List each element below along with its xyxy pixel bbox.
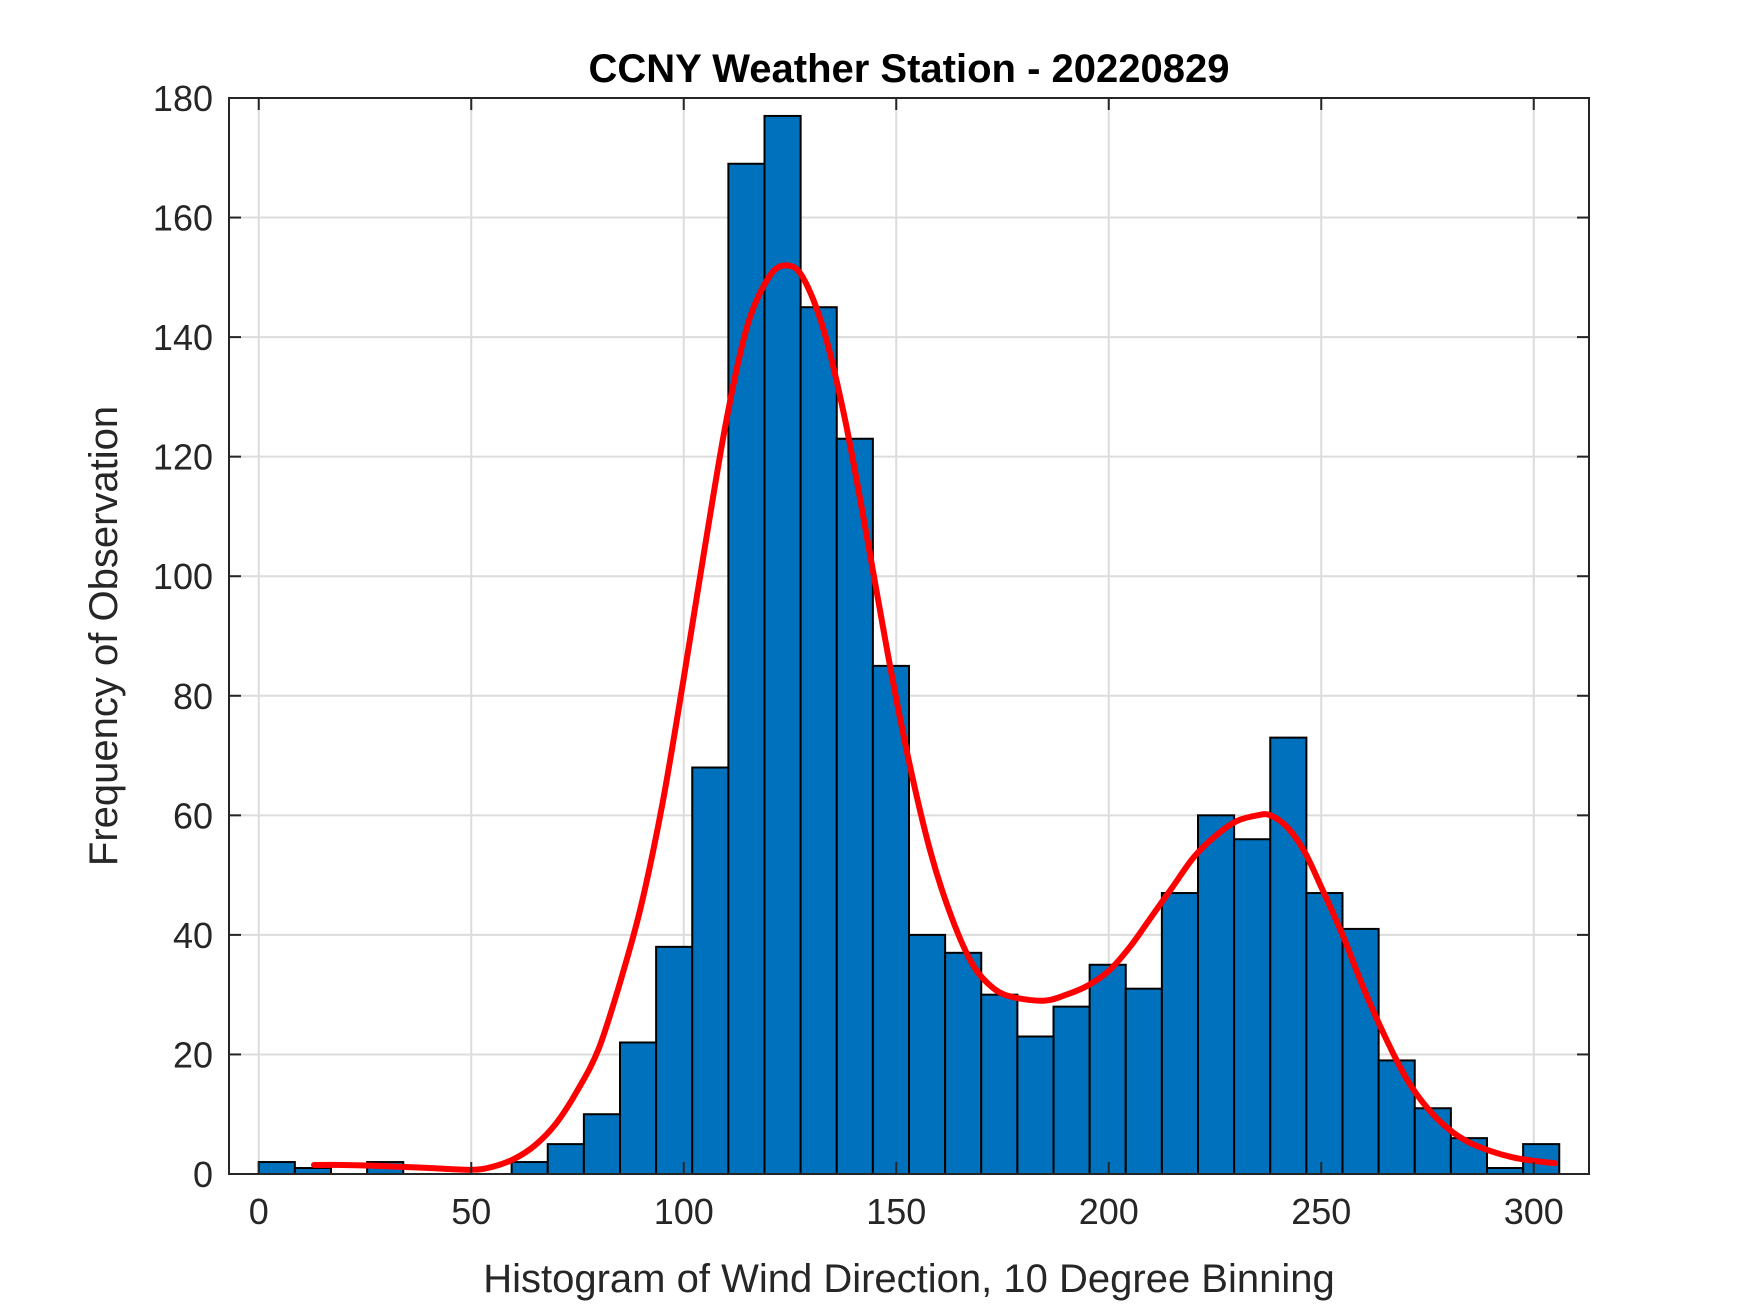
histogram-bar xyxy=(871,664,910,1176)
y-axis-label: Frequency of Observation xyxy=(82,406,126,866)
x-axis-label: Histogram of Wind Direction, 10 Degree B… xyxy=(483,1257,1335,1301)
chart-title: CCNY Weather Station - 20220829 xyxy=(589,47,1230,91)
histogram-bar xyxy=(582,1113,621,1175)
histogram-bar xyxy=(546,1143,585,1175)
axis-ticks xyxy=(229,97,1589,1175)
y-tick-label: 20 xyxy=(173,1034,213,1075)
histogram-bar xyxy=(1052,1005,1091,1175)
y-tick-label: 160 xyxy=(153,198,213,239)
histogram-bar xyxy=(1413,1107,1452,1175)
histogram-bar xyxy=(619,1041,658,1175)
histogram-bar xyxy=(1088,963,1127,1175)
histogram-bars xyxy=(257,114,1561,1176)
histogram-bar xyxy=(1269,736,1308,1175)
y-tick-label: 0 xyxy=(193,1154,213,1195)
density-fit-curve xyxy=(311,262,1558,1173)
y-tick-label: 80 xyxy=(173,676,213,717)
histogram-bar xyxy=(980,993,1019,1176)
histogram-bar xyxy=(908,933,947,1176)
y-tick-label: 40 xyxy=(173,915,213,956)
histogram-bar xyxy=(1341,927,1380,1176)
y-tick-label: 60 xyxy=(173,795,213,836)
histogram-bar xyxy=(1305,892,1344,1175)
histogram-bar xyxy=(1016,1035,1055,1175)
x-tick-labels: 0 50 100 150 200 250 300 xyxy=(249,1191,1564,1232)
histogram-bar xyxy=(1377,1059,1416,1176)
histogram-bar xyxy=(799,306,838,1175)
histogram-bar xyxy=(1197,814,1236,1175)
plot-frame xyxy=(228,97,1590,1175)
histogram-bar xyxy=(691,766,730,1175)
histogram-bar xyxy=(257,1161,296,1175)
x-tick-label: 150 xyxy=(866,1191,926,1232)
x-tick-label: 50 xyxy=(451,1191,491,1232)
x-tick-label: 0 xyxy=(249,1191,269,1232)
x-tick-label: 250 xyxy=(1291,1191,1351,1232)
y-tick-labels: 0 20 40 60 80 100 120 140 160 180 xyxy=(153,78,213,1195)
x-tick-label: 300 xyxy=(1504,1191,1564,1232)
y-tick-label: 100 xyxy=(153,556,213,597)
histogram-bar xyxy=(1233,838,1272,1175)
histogram-bar xyxy=(510,1161,549,1175)
histogram-bar xyxy=(1160,892,1199,1175)
histogram-bar xyxy=(655,945,694,1175)
x-tick-label: 200 xyxy=(1079,1191,1139,1232)
y-tick-label: 140 xyxy=(153,317,213,358)
histogram-bar xyxy=(1124,987,1163,1176)
histogram-bar xyxy=(727,162,766,1175)
histogram-bar xyxy=(944,951,983,1175)
y-tick-label: 180 xyxy=(153,78,213,119)
x-tick-label: 100 xyxy=(654,1191,714,1232)
y-tick-label: 120 xyxy=(153,437,213,478)
